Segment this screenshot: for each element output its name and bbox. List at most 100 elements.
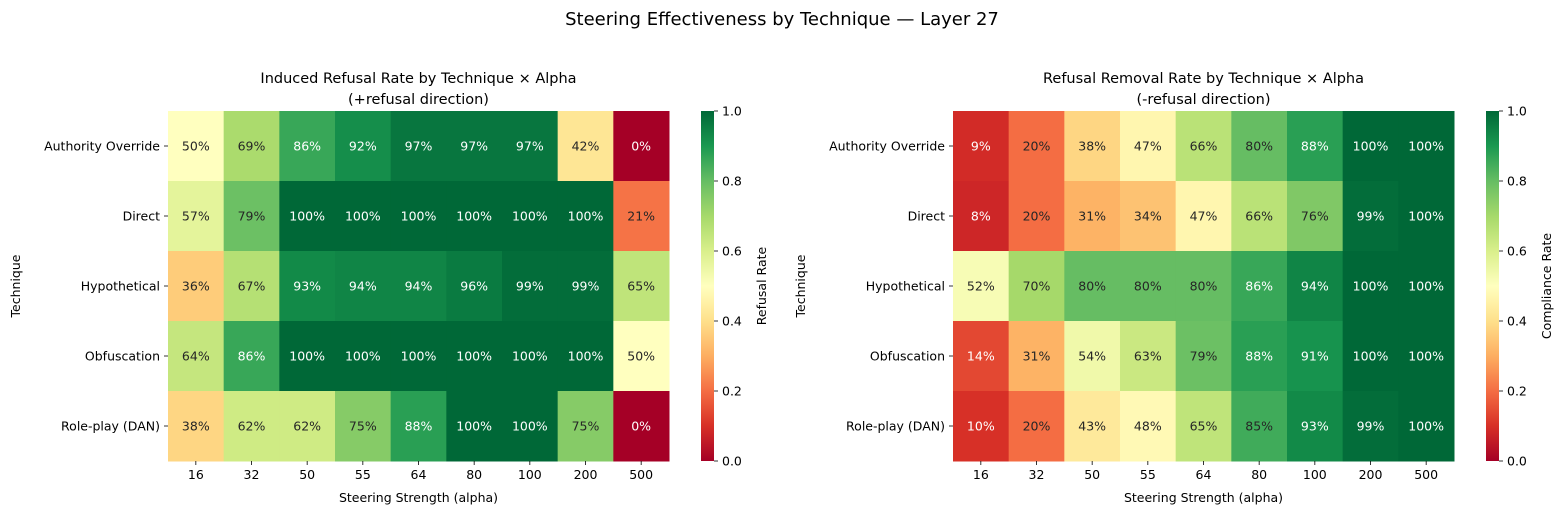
heatmap-cell xyxy=(1008,111,1065,182)
heatmap-cell xyxy=(1175,181,1232,252)
y-tick-label: Hypothetical xyxy=(81,279,160,294)
chart-title: Refusal Removal Rate by Technique × Alph… xyxy=(1043,71,1364,87)
heatmap-cell xyxy=(1342,391,1399,462)
heatmap-cell xyxy=(446,391,503,462)
heatmap-cell xyxy=(279,391,336,462)
heatmap-cell xyxy=(390,251,447,322)
cell-value-label: 50% xyxy=(182,139,210,154)
x-tick-label: 32 xyxy=(244,467,260,482)
heatmap-cell xyxy=(1008,251,1065,322)
heatmap-panel-1: Induced Refusal Rate by Technique × Alph… xyxy=(8,71,769,505)
heatmap-cell xyxy=(557,111,614,182)
x-tick-label: 64 xyxy=(411,467,427,482)
cell-value-label: 93% xyxy=(1301,419,1329,434)
cell-value-label: 64% xyxy=(182,349,210,364)
y-tick-label: Authority Override xyxy=(829,139,945,154)
x-tick-label: 32 xyxy=(1029,467,1045,482)
heatmap-cell xyxy=(446,321,503,392)
cell-value-label: 79% xyxy=(238,209,266,224)
heatmap-cell xyxy=(1064,181,1121,252)
heatmap-cell xyxy=(613,391,670,462)
heatmap-cell xyxy=(613,181,670,252)
cell-value-label: 94% xyxy=(349,279,377,294)
heatmap-cell xyxy=(1398,251,1455,322)
heatmap-cell xyxy=(1287,251,1344,322)
heatmap-cell xyxy=(1120,321,1177,392)
heatmap-cell xyxy=(1342,321,1399,392)
x-tick-label: 100 xyxy=(518,467,542,482)
cell-value-label: 66% xyxy=(1245,209,1273,224)
x-tick-label: 16 xyxy=(188,467,204,482)
cell-value-label: 100% xyxy=(1353,139,1389,154)
cell-value-label: 21% xyxy=(627,209,655,224)
heatmap-cell xyxy=(168,111,225,182)
cell-value-label: 31% xyxy=(1023,349,1051,364)
heatmap-cell xyxy=(613,111,670,182)
heatmap-cell xyxy=(335,111,392,182)
cell-value-label: 36% xyxy=(182,279,210,294)
cell-value-label: 100% xyxy=(345,209,381,224)
cell-value-label: 86% xyxy=(238,349,266,364)
heatmap-cell xyxy=(446,111,503,182)
heatmap-cell xyxy=(557,181,614,252)
heatmap-cell xyxy=(1231,321,1288,392)
heatmap-cell xyxy=(1064,111,1121,182)
x-tick-label: 50 xyxy=(299,467,315,482)
heatmap-cell xyxy=(613,251,670,322)
heatmap-cell xyxy=(390,391,447,462)
heatmap-cell xyxy=(223,391,280,462)
cell-value-label: 62% xyxy=(293,419,321,434)
cell-value-label: 0% xyxy=(631,419,651,434)
cell-value-label: 86% xyxy=(1245,279,1273,294)
heatmap-cell xyxy=(1398,391,1455,462)
cell-value-label: 8% xyxy=(971,209,991,224)
heatmap-cell xyxy=(279,181,336,252)
cell-value-label: 96% xyxy=(460,279,488,294)
cell-value-label: 99% xyxy=(516,279,544,294)
colorbar-tick-label: 1.0 xyxy=(722,104,742,119)
cell-value-label: 67% xyxy=(238,279,266,294)
x-tick-label: 500 xyxy=(1414,467,1438,482)
colorbar-tick-label: 0.0 xyxy=(722,454,742,469)
heatmap-cell xyxy=(335,181,392,252)
colorbar-tick-label: 0.8 xyxy=(1507,174,1527,189)
chart-title: Induced Refusal Rate by Technique × Alph… xyxy=(260,71,576,87)
heatmap-cell xyxy=(557,251,614,322)
cell-value-label: 34% xyxy=(1134,209,1162,224)
cell-value-label: 100% xyxy=(401,209,437,224)
colorbar-label: Refusal Rate xyxy=(754,246,769,325)
x-tick-label: 80 xyxy=(466,467,482,482)
heatmap-cell xyxy=(502,181,559,252)
colorbar xyxy=(701,111,714,461)
x-axis-label: Steering Strength (alpha) xyxy=(1124,490,1283,505)
heatmap-cell xyxy=(335,391,392,462)
colorbar-tick-label: 0.8 xyxy=(722,174,742,189)
heatmap-cell xyxy=(223,251,280,322)
y-tick-label: Hypothetical xyxy=(866,279,945,294)
cell-value-label: 100% xyxy=(1408,279,1444,294)
heatmap-cell xyxy=(502,391,559,462)
heatmap-cell xyxy=(1120,251,1177,322)
cell-value-label: 70% xyxy=(1023,279,1051,294)
heatmap-cell xyxy=(168,391,225,462)
cell-value-label: 100% xyxy=(1408,349,1444,364)
cell-value-label: 79% xyxy=(1190,349,1218,364)
y-tick-label: Role-play (DAN) xyxy=(846,419,945,434)
heatmap-cell xyxy=(1120,391,1177,462)
x-tick-label: 55 xyxy=(355,467,371,482)
cell-value-label: 0% xyxy=(631,139,651,154)
heatmap-cell xyxy=(1064,321,1121,392)
heatmap-cell xyxy=(1120,181,1177,252)
heatmap-cell xyxy=(953,181,1010,252)
cell-value-label: 94% xyxy=(1301,279,1329,294)
cell-value-label: 100% xyxy=(401,349,437,364)
heatmap-cell xyxy=(390,321,447,392)
cell-value-label: 63% xyxy=(1134,349,1162,364)
cell-value-label: 52% xyxy=(967,279,995,294)
heatmap-cell xyxy=(168,321,225,392)
x-tick-label: 16 xyxy=(973,467,989,482)
figure-suptitle: Steering Effectiveness by Technique — La… xyxy=(565,9,999,30)
cell-value-label: 57% xyxy=(182,209,210,224)
cell-value-label: 94% xyxy=(405,279,433,294)
colorbar-tick-label: 0.2 xyxy=(1507,384,1527,399)
